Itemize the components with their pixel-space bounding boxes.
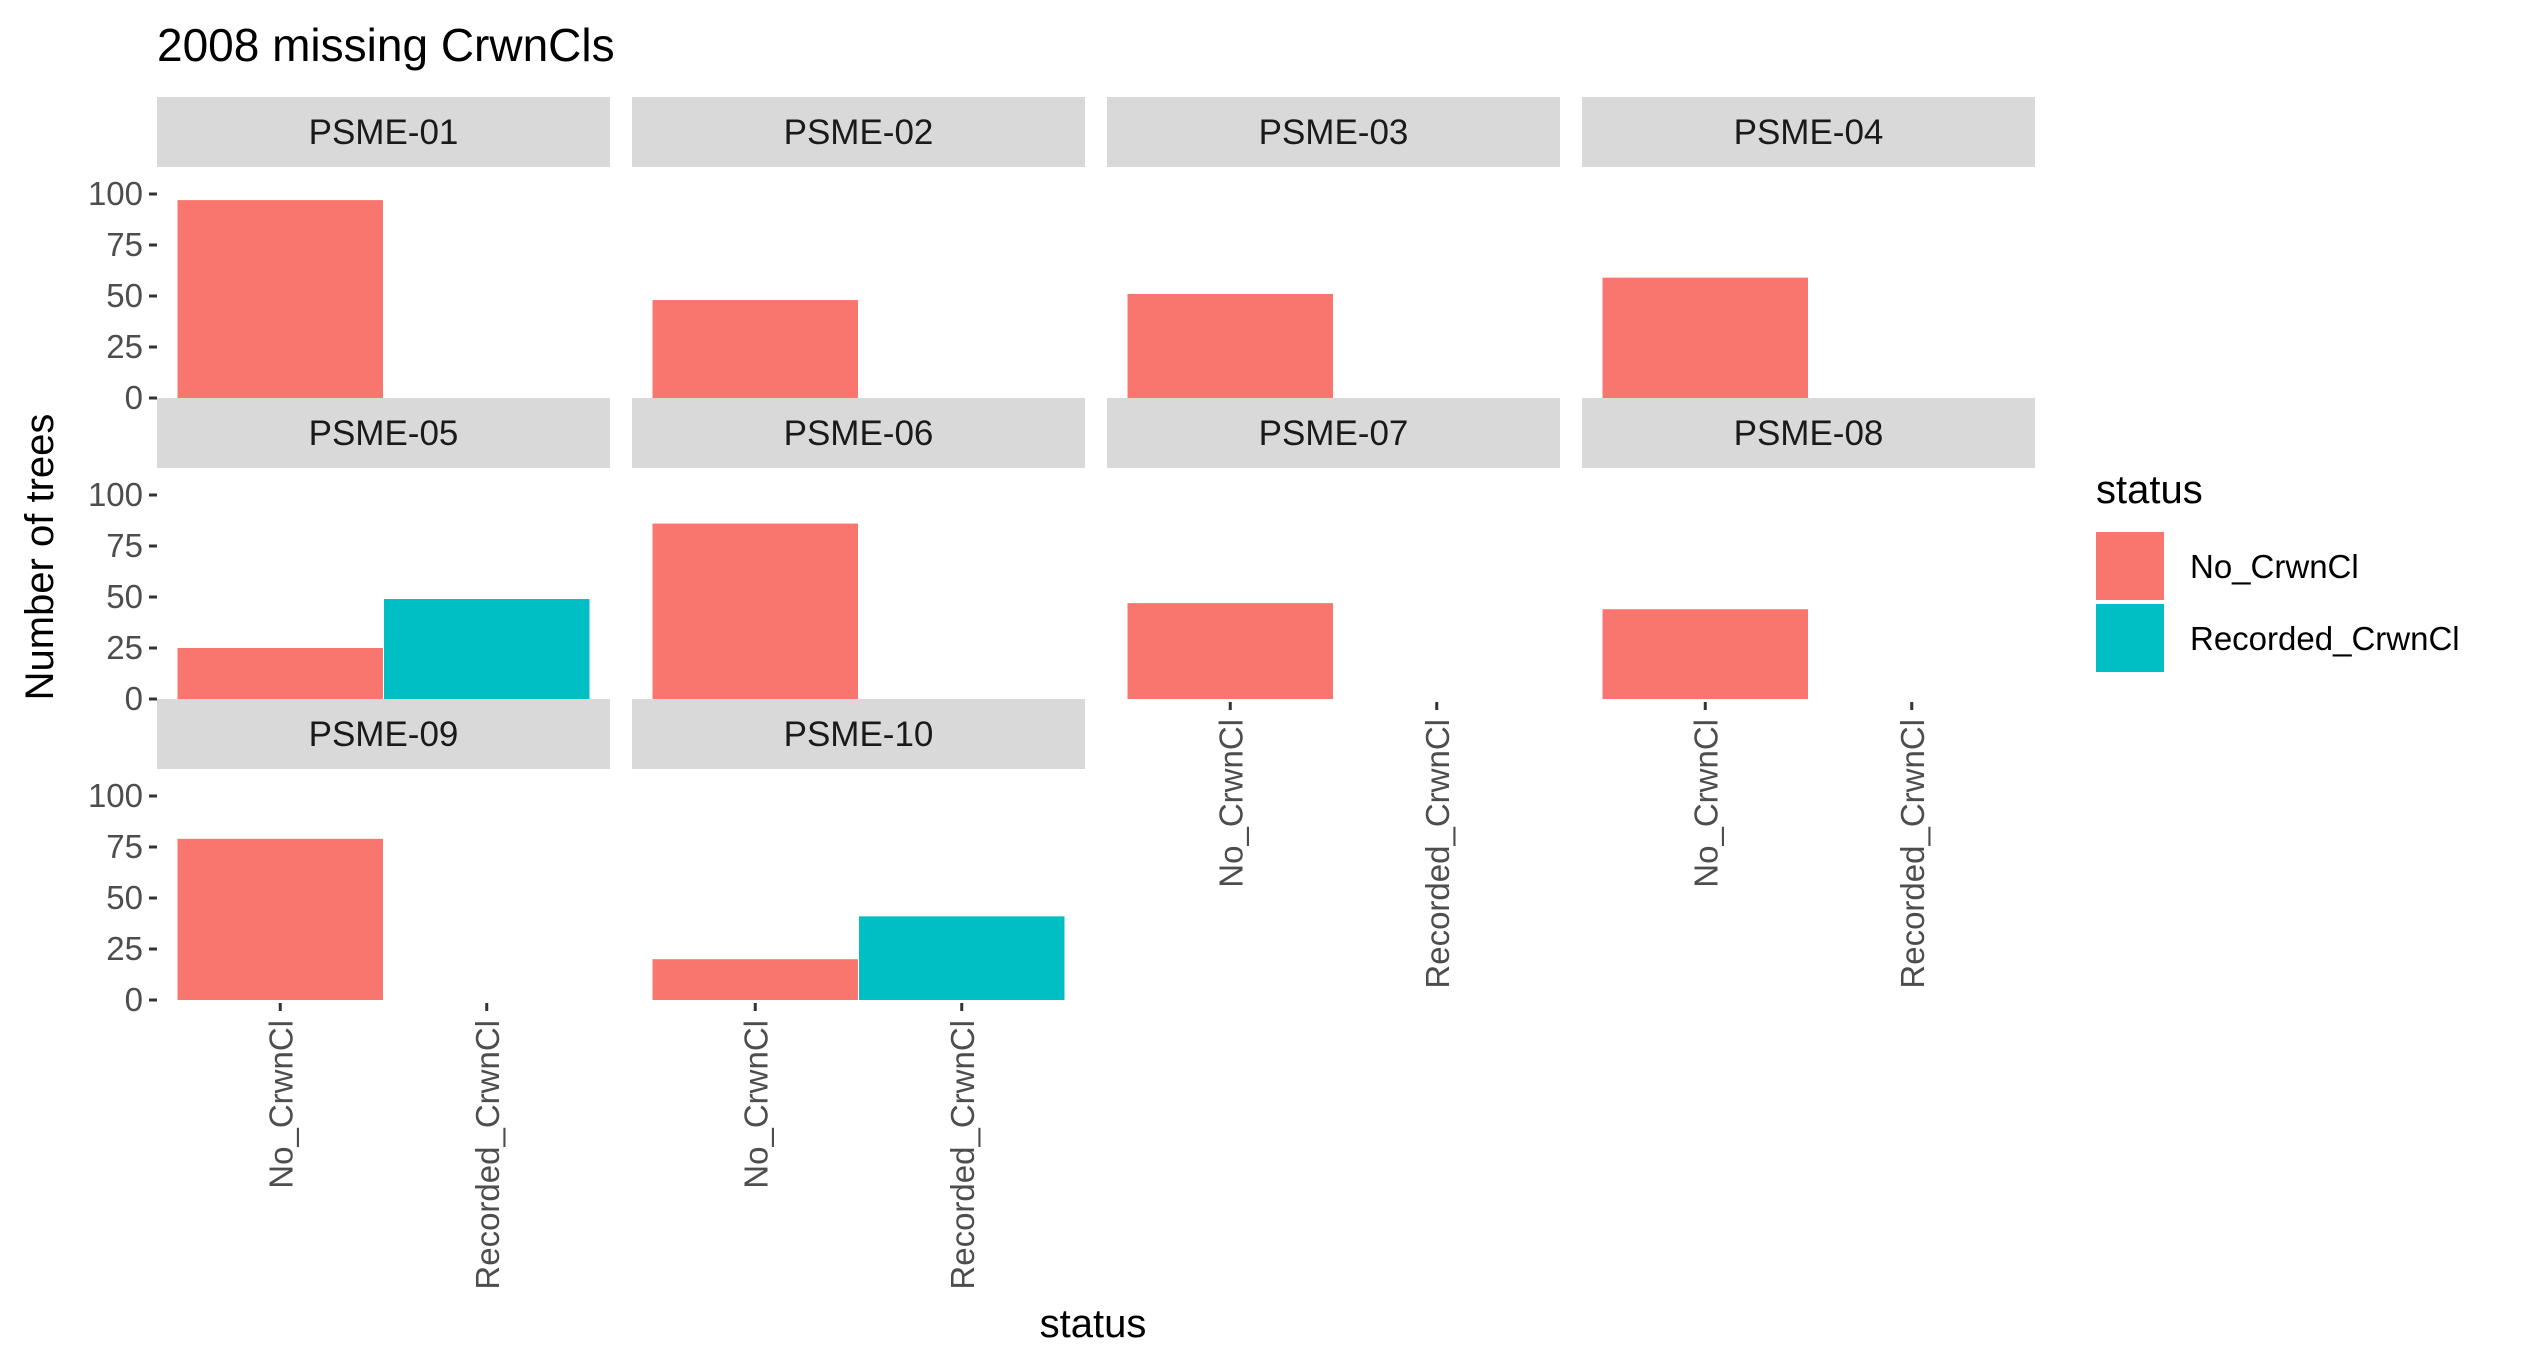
- y-tick-label: 0: [125, 379, 143, 416]
- facet-panel-PSME-08: PSME-08: [1582, 398, 2035, 699]
- bar-No_CrwnCl: [1602, 609, 1808, 699]
- facet-panel-PSME-07: PSME-07: [1107, 398, 1560, 699]
- bar-No_CrwnCl: [652, 523, 858, 699]
- x-tick-label: Recorded_CrwnCl: [469, 1020, 506, 1290]
- facet-panel-PSME-10: PSME-10: [632, 699, 1085, 1000]
- y-tick-label: 0: [125, 981, 143, 1018]
- bar-No_CrwnCl: [177, 838, 383, 1000]
- x-tick-label: No_CrwnCl: [262, 1020, 299, 1189]
- bar-No_CrwnCl: [1127, 603, 1333, 699]
- x-tick-label: No_CrwnCl: [737, 1020, 774, 1189]
- facet-panel-PSME-05: PSME-05 0 25 50 75 100: [88, 398, 610, 717]
- facet-panel-PSME-02: PSME-02: [632, 97, 1085, 398]
- bar-No_CrwnCl: [1127, 293, 1333, 398]
- facet-strip-label: PSME-07: [1259, 414, 1409, 453]
- legend-label: No_CrwnCl: [2190, 548, 2359, 585]
- facet-panel-PSME-06: PSME-06: [632, 398, 1085, 699]
- legend-key-Recorded_CrwnCl: [2096, 604, 2164, 672]
- bar-No_CrwnCl: [652, 300, 858, 398]
- x-tick-label: Recorded_CrwnCl: [944, 1020, 981, 1290]
- bar-Recorded_CrwnCl: [859, 916, 1065, 1000]
- facet-strip: [1107, 97, 1560, 167]
- facet-strip: [157, 699, 610, 769]
- facet-strip-label: PSME-10: [784, 715, 934, 754]
- facet-strip: [632, 398, 1085, 468]
- facet-panel-PSME-03: PSME-03: [1107, 97, 1560, 398]
- x-tick-label: No_CrwnCl: [1687, 719, 1724, 888]
- facet-panel-PSME-01: PSME-01 0 25 50 75 100: [88, 97, 610, 416]
- facet-panels: PSME-01 0 25 50 75 100 PSME-02 PSME-03 PSME-04 PS…: [88, 97, 2035, 1018]
- legend-key-No_CrwnCl: [2096, 532, 2164, 600]
- bar-No_CrwnCl: [177, 648, 383, 699]
- y-tick-label: 25: [106, 328, 143, 365]
- bar-No_CrwnCl: [652, 959, 858, 1000]
- facet-strip-label: PSME-08: [1734, 414, 1884, 453]
- facet-panel-PSME-04: PSME-04: [1582, 97, 2035, 398]
- legend: status No_CrwnCl Recorded_CrwnCl: [2096, 468, 2460, 672]
- y-axis-title: Number of trees: [18, 414, 62, 701]
- y-tick-label: 25: [106, 930, 143, 967]
- facet-strip-label: PSME-01: [309, 113, 459, 152]
- facet-strip: [1582, 398, 2035, 468]
- y-tick-label: 50: [106, 879, 143, 916]
- y-tick-label: 50: [106, 578, 143, 615]
- legend-title: status: [2096, 468, 2203, 512]
- chart-title: 2008 missing CrwnCls: [157, 19, 615, 71]
- y-tick-label: 25: [106, 629, 143, 666]
- y-tick-label: 75: [106, 828, 143, 865]
- x-axis-ticks: No_CrwnCl Recorded_CrwnCl No_CrwnCl Recorde…: [262, 702, 1931, 1290]
- facet-strip: [632, 97, 1085, 167]
- y-tick-label: 50: [106, 277, 143, 314]
- facet-strip-label: PSME-04: [1734, 113, 1884, 152]
- facet-strip: [157, 398, 610, 468]
- bar-Recorded_CrwnCl: [384, 599, 590, 699]
- facet-strip: [1582, 97, 2035, 167]
- x-axis-title: status: [1040, 1302, 1147, 1346]
- facet-strip-label: PSME-06: [784, 414, 934, 453]
- y-tick-label: 100: [88, 175, 143, 212]
- facet-strip-label: PSME-09: [309, 715, 459, 754]
- facet-strip-label: PSME-03: [1259, 113, 1409, 152]
- y-tick-label: 0: [125, 680, 143, 717]
- facet-strip: [1107, 398, 1560, 468]
- x-tick-label: Recorded_CrwnCl: [1894, 719, 1931, 989]
- facet-strip-label: PSME-05: [309, 414, 459, 453]
- facet-strip: [632, 699, 1085, 769]
- x-tick-label: Recorded_CrwnCl: [1419, 719, 1456, 989]
- legend-label: Recorded_CrwnCl: [2190, 620, 2460, 657]
- y-tick-label: 100: [88, 777, 143, 814]
- facet-strip: [157, 97, 610, 167]
- facet-panel-PSME-09: PSME-09 0 25 50 75 100: [88, 699, 610, 1018]
- facet-strip-label: PSME-02: [784, 113, 934, 152]
- y-tick-label: 100: [88, 476, 143, 513]
- y-tick-label: 75: [106, 527, 143, 564]
- x-tick-label: No_CrwnCl: [1212, 719, 1249, 888]
- bar-No_CrwnCl: [177, 200, 383, 398]
- bar-No_CrwnCl: [1602, 277, 1808, 398]
- y-tick-label: 75: [106, 226, 143, 263]
